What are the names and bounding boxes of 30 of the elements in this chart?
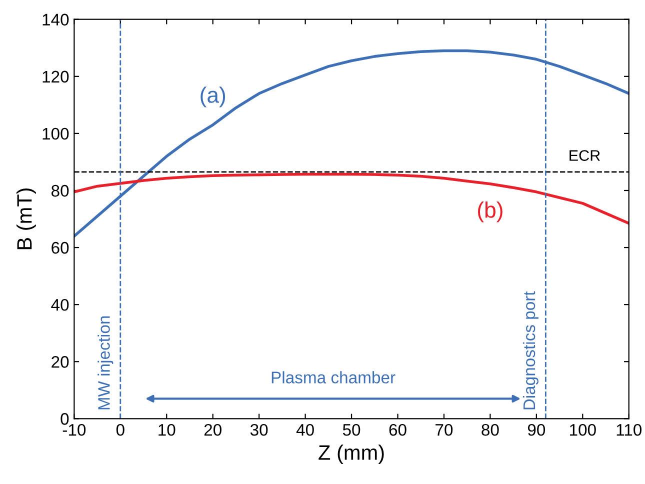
ref-line-label: ECR [570, 150, 600, 161]
x-axis-title: Z (mm) [318, 444, 384, 464]
x-tick-label: -10 [62, 424, 86, 436]
ref-line-label: Diagnostics port [522, 291, 538, 410]
series-label: (a) [200, 86, 226, 108]
y-tick-label: 100 [42, 128, 69, 140]
x-tick-label: 110 [616, 424, 642, 436]
y-tick-label: 0 [60, 413, 69, 425]
x-tick-label: 30 [250, 424, 268, 436]
x-tick-label: 0 [116, 424, 124, 436]
series-label: (b) [478, 202, 502, 222]
y-tick-label: 20 [52, 356, 69, 368]
annotation: Plasma chamber [272, 371, 396, 384]
x-tick-label: 70 [436, 424, 453, 436]
y-axis-title: B (mT) [16, 188, 36, 250]
x-tick-label: 20 [204, 424, 222, 436]
line-series [74, 172, 629, 225]
x-tick-label: 100 [570, 424, 596, 436]
ref-line-label: MW injection [98, 316, 114, 410]
x-tick-label: 10 [158, 424, 176, 436]
y-tick-label: 40 [51, 298, 69, 311]
y-tick-label: 80 [52, 184, 69, 197]
x-tick-label: 40 [296, 424, 314, 436]
x-tick-label: 50 [342, 424, 360, 436]
y-tick-label: 140 [42, 14, 69, 26]
y-tick-label: 60 [52, 242, 69, 254]
x-tick-label: 60 [389, 424, 406, 436]
y-tick-label: 120 [42, 70, 69, 83]
x-tick-label: 80 [482, 424, 499, 436]
x-tick-label: 90 [528, 424, 546, 436]
